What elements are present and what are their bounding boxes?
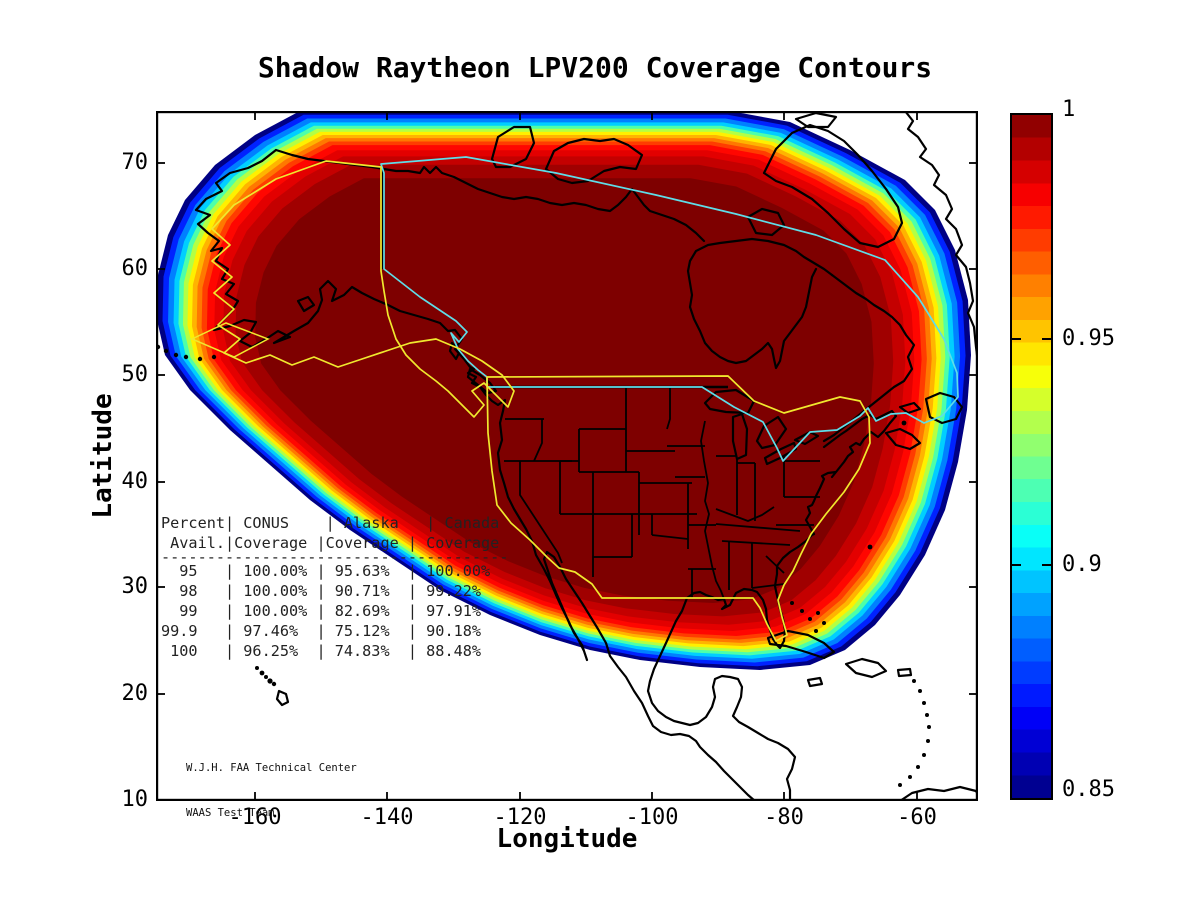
y-tick-20: 20 — [121, 681, 149, 706]
x-tick-n80: -80 — [764, 805, 804, 830]
canada-boundary — [380, 156, 959, 462]
colorbar — [1010, 113, 1053, 800]
x-tick-n160: -160 — [228, 805, 282, 830]
y-tick-30: 30 — [121, 574, 149, 599]
coverage-table-separator: -------------------------------------- — [161, 553, 508, 561]
island-specks — [156, 344, 931, 787]
x-tick-n140: -140 — [360, 805, 414, 830]
y-tick-60: 60 — [121, 256, 149, 281]
alaska-boundary — [211, 160, 515, 418]
table-row: 99 | 100.00% | 82.69% | 97.91% — [161, 602, 482, 620]
coverage-table-header-2: Avail.|Coverage |Coverage | Coverage — [161, 534, 500, 552]
y-tick-70: 70 — [121, 150, 149, 175]
map-axes — [156, 111, 978, 801]
colorbar-tick-090-left — [1012, 564, 1021, 566]
table-row: 100 | 96.25% | 74.83% | 88.48% — [161, 642, 482, 660]
table-row: 98 | 100.00% | 90.71% | 99.22% — [161, 582, 482, 600]
y-tick-40: 40 — [121, 469, 149, 494]
state-borders — [504, 387, 820, 600]
credit-text: W.J.H. FAA Technical Center WAAS Test Te… — [186, 731, 357, 851]
x-tick-n60: -60 — [897, 805, 937, 830]
aleutian-boundary — [190, 322, 270, 358]
table-row: 95 | 100.00% | 95.63% | 100.00% — [161, 562, 491, 580]
colorbar-label-1: 1 — [1062, 97, 1076, 122]
coverage-table-header-1: Percent| CONUS | Alaska | Canada — [161, 514, 500, 532]
coverage-table: Percent| CONUS | Alaska | Canada Avail.|… — [161, 513, 508, 661]
coastline-outlines — [194, 111, 978, 801]
y-tick-10: 10 — [121, 787, 149, 812]
colorbar-tick-090-right — [1042, 564, 1051, 566]
axes-border — [156, 111, 978, 801]
table-row: 99.9 | 97.46% | 75.12% | 90.18% — [161, 622, 482, 640]
coverage-map — [156, 111, 978, 801]
x-tick-n100: -100 — [625, 805, 679, 830]
colorbar-tick-095-left — [1012, 338, 1021, 340]
title-line-1: Shadow Raytheon LPV200 Coverage Contours — [257, 51, 933, 84]
conus-boundary — [486, 375, 871, 642]
x-tick-n120: -120 — [493, 805, 547, 830]
colorbar-tick-095-right — [1042, 338, 1051, 340]
colorbar-label-085: 0.85 — [1062, 777, 1115, 802]
colorbar-label-095: 0.95 — [1062, 326, 1115, 351]
colorbar-label-09: 0.9 — [1062, 552, 1102, 577]
credit-line-1: W.J.H. FAA Technical Center — [186, 762, 357, 774]
x-axis-label: Longitude — [496, 824, 638, 854]
credit-line-2: WAAS Test Team — [186, 807, 275, 819]
y-axis-label: Latitude — [88, 393, 118, 519]
y-tick-50: 50 — [121, 362, 149, 387]
